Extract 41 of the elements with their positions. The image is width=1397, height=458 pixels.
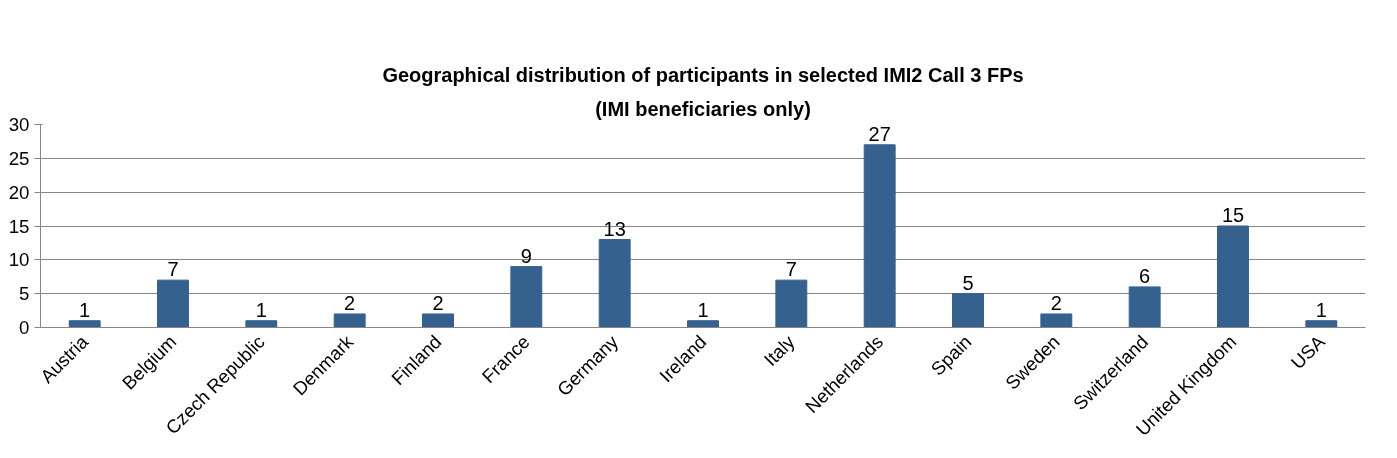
data-label: 9 (520, 244, 532, 267)
bar (1128, 286, 1161, 328)
bar (68, 320, 101, 328)
data-label: 7 (167, 258, 179, 281)
bar (863, 144, 896, 328)
y-tick-label: 10 (8, 249, 30, 271)
bar (245, 320, 278, 328)
bar (775, 279, 808, 328)
bar (1040, 313, 1073, 328)
data-label: 27 (868, 122, 891, 145)
y-tick-label: 30 (8, 114, 30, 135)
y-tick-label: 15 (8, 215, 30, 237)
chart-subtitle: (IMI beneficiaries only) (595, 97, 811, 120)
bar (1217, 225, 1249, 328)
data-label: 1 (255, 298, 267, 321)
data-label: 1 (697, 298, 709, 321)
data-label: 1 (1315, 298, 1327, 321)
bar (510, 266, 543, 328)
data-label: 2 (1050, 291, 1062, 314)
bar (952, 293, 984, 328)
y-tick-label: 5 (19, 283, 30, 305)
bar (1305, 320, 1338, 328)
bar (157, 279, 189, 328)
y-tick-label: 25 (8, 147, 30, 169)
data-label: 7 (785, 258, 797, 281)
data-label: 5 (962, 271, 974, 294)
y-tick-label: 0 (19, 317, 30, 338)
x-tick-label: Italy (759, 330, 800, 371)
data-label: 6 (1139, 264, 1151, 287)
bar (687, 320, 719, 328)
x-tick-label: USA (1286, 330, 1330, 374)
data-label: 15 (1221, 204, 1245, 226)
bar (422, 313, 454, 328)
bar (333, 313, 366, 328)
bar (598, 239, 631, 328)
y-tick-label: 20 (8, 181, 30, 203)
data-label: 2 (344, 291, 356, 314)
data-label: 1 (79, 298, 91, 321)
data-label: 2 (432, 291, 444, 314)
data-label: 13 (603, 217, 626, 240)
chart-title: Geographical distribution of participants in selected IMI2 Call 3 FPs (382, 63, 1024, 86)
